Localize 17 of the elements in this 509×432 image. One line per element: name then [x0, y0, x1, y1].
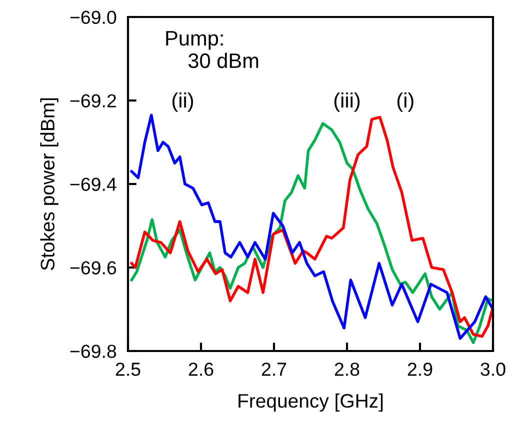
y-tick-label: −69.0	[70, 10, 116, 24]
x-tick-label: 2.9	[408, 362, 432, 376]
x-tick-label: 2.7	[262, 362, 286, 376]
x-tick-label: 2.5	[116, 362, 140, 376]
y-tick-label: −69.6	[70, 261, 116, 274]
y-tick-label: −69.2	[70, 94, 116, 108]
annotation: (ii)	[172, 92, 194, 112]
x-tick-label: 2.6	[188, 362, 214, 376]
y-tick-label: −69.8	[70, 344, 116, 358]
annotation: (iii)	[334, 92, 360, 112]
y-tick-label: −69.4	[70, 178, 116, 191]
y-axis-title: Stokes power [dBm]	[40, 98, 58, 270]
annotation: (i)	[397, 92, 414, 112]
x-tick-label: 3.0	[480, 362, 506, 376]
x-axis-title: Frequency [GHz]	[238, 393, 383, 412]
annotation: Pump: 30 dBm	[166, 31, 258, 68]
x-tick-label: 2.8	[334, 362, 360, 376]
